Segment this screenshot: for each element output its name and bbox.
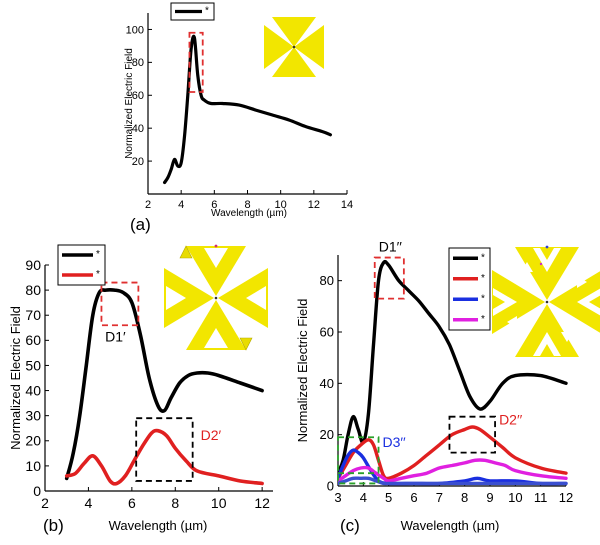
legend-label: *: [481, 314, 485, 325]
x-tick-label: 10: [275, 199, 287, 211]
x-tick-label: 14: [341, 199, 353, 211]
y-tick-label: 40: [132, 123, 144, 135]
x-tick-label: 5: [385, 490, 392, 505]
y-tick-label: 60: [25, 332, 41, 348]
legend-label: *: [96, 249, 100, 260]
series-line-2: [338, 425, 568, 481]
y-axis-label: Normalized Electric Field: [8, 306, 23, 450]
x-axis-label: Wavelength (µm): [109, 518, 208, 533]
panel-b-label: (b): [43, 516, 64, 535]
legend-label: *: [481, 293, 485, 304]
y-tick-label: 100: [126, 24, 144, 36]
series-line-4: [338, 458, 568, 483]
fractal-bowtie-antenna-icon: [163, 244, 269, 351]
x-tick-label: 11: [534, 490, 548, 505]
y-tick-label: 0: [33, 483, 41, 499]
panel-b-chart: 2 4 6 8 10 12 0 10 20 30 40 50 60 70 80 90 Wavelength (µ…: [8, 244, 273, 533]
x-tick-label: 10: [211, 495, 227, 511]
x-tick-label: 7: [436, 490, 443, 505]
y-tick-label: 20: [320, 427, 334, 442]
y-tick-label: 20: [25, 433, 41, 449]
panel-c-chart: 3 4 5 6 7 8 9 10 11 12 0 20 40 60 80 Wavelength (µm) Nor…: [295, 239, 600, 533]
x-tick-label: 8: [171, 495, 179, 511]
x-tick-label: 8: [461, 490, 468, 505]
x-tick-label: 9: [486, 490, 493, 505]
x-axis-label: Wavelength (µm): [211, 208, 287, 219]
annotation-label: D2′: [201, 427, 222, 443]
x-tick-label: 3: [334, 490, 341, 505]
dashed-box-annotation: [135, 417, 194, 482]
x-tick-label: 6: [211, 199, 217, 211]
panel-a-label: (a): [130, 215, 151, 234]
legend-box: [448, 247, 491, 331]
series-line-5: [338, 476, 568, 486]
legend-box: [57, 244, 106, 286]
series-line-2: [64, 428, 264, 486]
series-line-1: [338, 259, 568, 475]
x-tick-label: 2: [41, 495, 49, 511]
series-line-1: [64, 288, 264, 481]
annotation-label: D2′′: [499, 412, 523, 428]
x-tick-label: 10: [508, 490, 522, 505]
x-tick-label: 4: [85, 495, 93, 511]
legend-label: *: [205, 6, 209, 17]
y-tick-label: 60: [320, 325, 334, 340]
y-axis-label: Normalized Electric Field: [295, 299, 310, 443]
dashed-box-annotation: [188, 31, 204, 93]
x-tick-label: 6: [128, 495, 136, 511]
dashed-box-annotation: [337, 436, 380, 485]
y-tick-label: 80: [320, 273, 334, 288]
y-tick-label: 70: [25, 307, 41, 323]
x-tick-label: 6: [410, 490, 417, 505]
y-tick-label: 40: [25, 382, 41, 398]
y-tick-label: 0: [327, 479, 334, 494]
legend-label: *: [481, 252, 485, 263]
y-tick-label: 40: [320, 376, 334, 391]
y-tick-label: 20: [132, 156, 144, 168]
series-line-1: [163, 34, 332, 185]
x-axis-label: Wavelength (µm): [401, 518, 500, 533]
higher-order-fractal-antenna-icon: [492, 245, 600, 357]
dashed-box-annotation: [448, 415, 496, 454]
y-axis-label: Normalized Electric Field: [124, 48, 135, 159]
x-tick-label: 12: [254, 495, 270, 511]
legend-label: *: [96, 269, 100, 280]
y-tick-label: 50: [25, 357, 41, 373]
x-tick-label: 4: [178, 199, 184, 211]
x-tick-label: 8: [244, 199, 250, 211]
bowtie-antenna-icon: [264, 17, 324, 77]
x-tick-label: 4: [360, 490, 367, 505]
panel-c-label: (c): [340, 516, 360, 535]
y-tick-label: 80: [25, 282, 41, 298]
annotation-label: D3′′: [383, 434, 407, 450]
legend-label: *: [481, 273, 485, 284]
dashed-box-annotation: [373, 256, 405, 300]
y-tick-label: 30: [25, 408, 41, 424]
x-tick-label: 12: [308, 199, 320, 211]
annotation-label: D1′′: [379, 239, 403, 255]
y-tick-label: 80: [132, 57, 144, 69]
y-tick-label: 60: [132, 90, 144, 102]
x-tick-label: 2: [145, 199, 151, 211]
y-tick-label: 10: [25, 458, 41, 474]
y-tick-label: 90: [25, 257, 41, 273]
panel-a-chart: 2 4 6 8 10 12 14 20 40 60 80 100 Wavelength (µm) Norm…: [124, 2, 353, 219]
annotation-label: D1′: [105, 328, 126, 344]
x-tick-label: 12: [559, 490, 573, 505]
